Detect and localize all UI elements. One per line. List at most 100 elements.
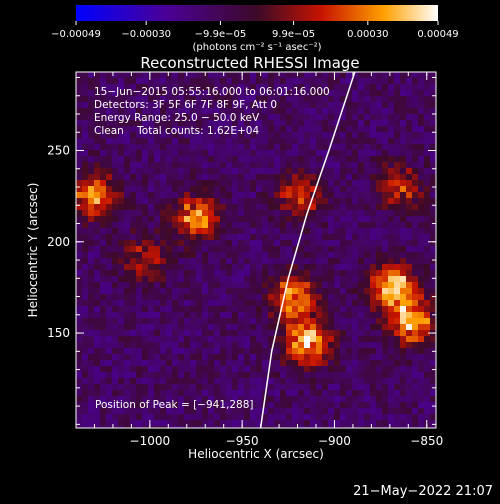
heatmap-cell (184, 396, 191, 403)
heatmap-cell (370, 414, 377, 421)
heatmap-cell (232, 144, 239, 151)
heatmap-cell (412, 156, 419, 163)
heatmap-cell (94, 216, 101, 223)
heatmap-cell (88, 240, 95, 247)
heatmap-cell (262, 318, 269, 325)
heatmap-cell (244, 114, 251, 121)
heatmap-cell (178, 216, 185, 223)
heatmap-cell (292, 174, 299, 181)
heatmap-cell (220, 378, 227, 385)
heatmap-cell (220, 342, 227, 349)
heatmap-cell (346, 108, 353, 115)
heatmap-cell (256, 258, 263, 265)
heatmap-cell (268, 168, 275, 175)
heatmap-cell (166, 144, 173, 151)
heatmap-cell (142, 312, 149, 319)
heatmap-cell (292, 114, 299, 121)
heatmap-cell (328, 342, 335, 349)
heatmap-cell (370, 132, 377, 139)
heatmap-cell (364, 312, 371, 319)
heatmap-cell (418, 276, 425, 283)
heatmap-cell (412, 234, 419, 241)
heatmap-cell (358, 72, 365, 79)
heatmap-cell (118, 270, 125, 277)
heatmap-cell (376, 360, 383, 367)
heatmap-cell (184, 402, 191, 409)
heatmap-cell (124, 150, 131, 157)
heatmap-cell (370, 162, 377, 169)
heatmap-cell (286, 306, 293, 313)
heatmap-cell (364, 276, 371, 283)
heatmap-cell (166, 378, 173, 385)
heatmap-cell (328, 420, 335, 427)
heatmap-cell (100, 378, 107, 385)
heatmap-cell (322, 300, 329, 307)
heatmap-cell (88, 348, 95, 355)
heatmap-cell (190, 312, 197, 319)
heatmap-cell (82, 390, 89, 397)
x-tick-label: −900 (318, 434, 351, 448)
heatmap-cell (400, 186, 407, 193)
heatmap-cell (352, 162, 359, 169)
heatmap-cell (412, 288, 419, 295)
heatmap-cell (286, 294, 293, 301)
heatmap-cell (364, 420, 371, 427)
heatmap-cell (388, 252, 395, 259)
heatmap-cell (304, 108, 311, 115)
heatmap-cell (76, 162, 83, 169)
heatmap-cell (100, 408, 107, 415)
heatmap-cell (430, 276, 436, 283)
heatmap-cell (418, 306, 425, 313)
heatmap-cell (340, 270, 347, 277)
heatmap-cell (364, 228, 371, 235)
heatmap-cell (214, 318, 221, 325)
heatmap-cell (238, 126, 245, 133)
heatmap-cell (82, 180, 89, 187)
heatmap-cell (208, 342, 215, 349)
heatmap-cell (346, 282, 353, 289)
heatmap-cell (130, 162, 137, 169)
heatmap-cell (100, 96, 107, 103)
heatmap-cell (148, 162, 155, 169)
heatmap-cell (208, 354, 215, 361)
heatmap-cell (148, 342, 155, 349)
heatmap-cell (214, 336, 221, 343)
heatmap-cell (106, 294, 113, 301)
heatmap-cell (136, 294, 143, 301)
heatmap-cell (184, 126, 191, 133)
heatmap-cell (196, 72, 203, 79)
heatmap-cell (250, 300, 257, 307)
heatmap-cell (418, 282, 425, 289)
heatmap-cell (370, 186, 377, 193)
heatmap-cell (106, 228, 113, 235)
heatmap-cell (166, 420, 173, 427)
heatmap-cell (274, 192, 281, 199)
heatmap-cell (424, 114, 431, 121)
heatmap-cell (256, 198, 263, 205)
heatmap-cell (370, 384, 377, 391)
heatmap-cell (388, 108, 395, 115)
heatmap-cell (316, 108, 323, 115)
heatmap-cell (334, 234, 341, 241)
heatmap-cell (394, 210, 401, 217)
heatmap-cell (166, 204, 173, 211)
heatmap-cell (310, 288, 317, 295)
heatmap-cell (346, 186, 353, 193)
heatmap-cell (214, 204, 221, 211)
heatmap-cell (118, 174, 125, 181)
heatmap-cell (136, 264, 143, 271)
heatmap-cell (190, 162, 197, 169)
heatmap-cell (184, 102, 191, 109)
heatmap-cell (280, 270, 287, 277)
heatmap-cell (412, 252, 419, 259)
heatmap-cell (334, 330, 341, 337)
heatmap-cell (172, 144, 179, 151)
heatmap-cell (358, 240, 365, 247)
heatmap-cell (124, 192, 131, 199)
heatmap-cell (244, 402, 251, 409)
heatmap-cell (268, 414, 275, 421)
heatmap-cell (310, 402, 317, 409)
heatmap-cell (322, 78, 329, 85)
heatmap-cell (328, 252, 335, 259)
heatmap-cell (172, 156, 179, 163)
